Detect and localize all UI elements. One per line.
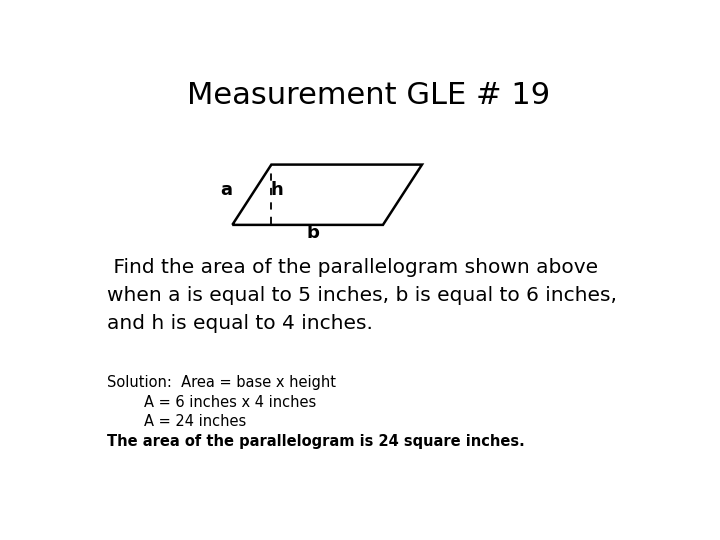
Text: The area of the parallelogram is 24 square inches.: The area of the parallelogram is 24 squa… — [107, 435, 524, 449]
Text: a: a — [221, 180, 233, 199]
Text: A = 6 inches x 4 inches: A = 6 inches x 4 inches — [107, 395, 316, 409]
Text: h: h — [271, 180, 283, 199]
Text: Measurement GLE # 19: Measurement GLE # 19 — [187, 82, 551, 111]
Text: Find the area of the parallelogram shown above
when a is equal to 5 inches, b is: Find the area of the parallelogram shown… — [107, 258, 617, 333]
Text: b: b — [307, 224, 320, 242]
Text: A = 24 inches: A = 24 inches — [107, 415, 246, 429]
Text: Solution:  Area = base x height: Solution: Area = base x height — [107, 375, 336, 389]
